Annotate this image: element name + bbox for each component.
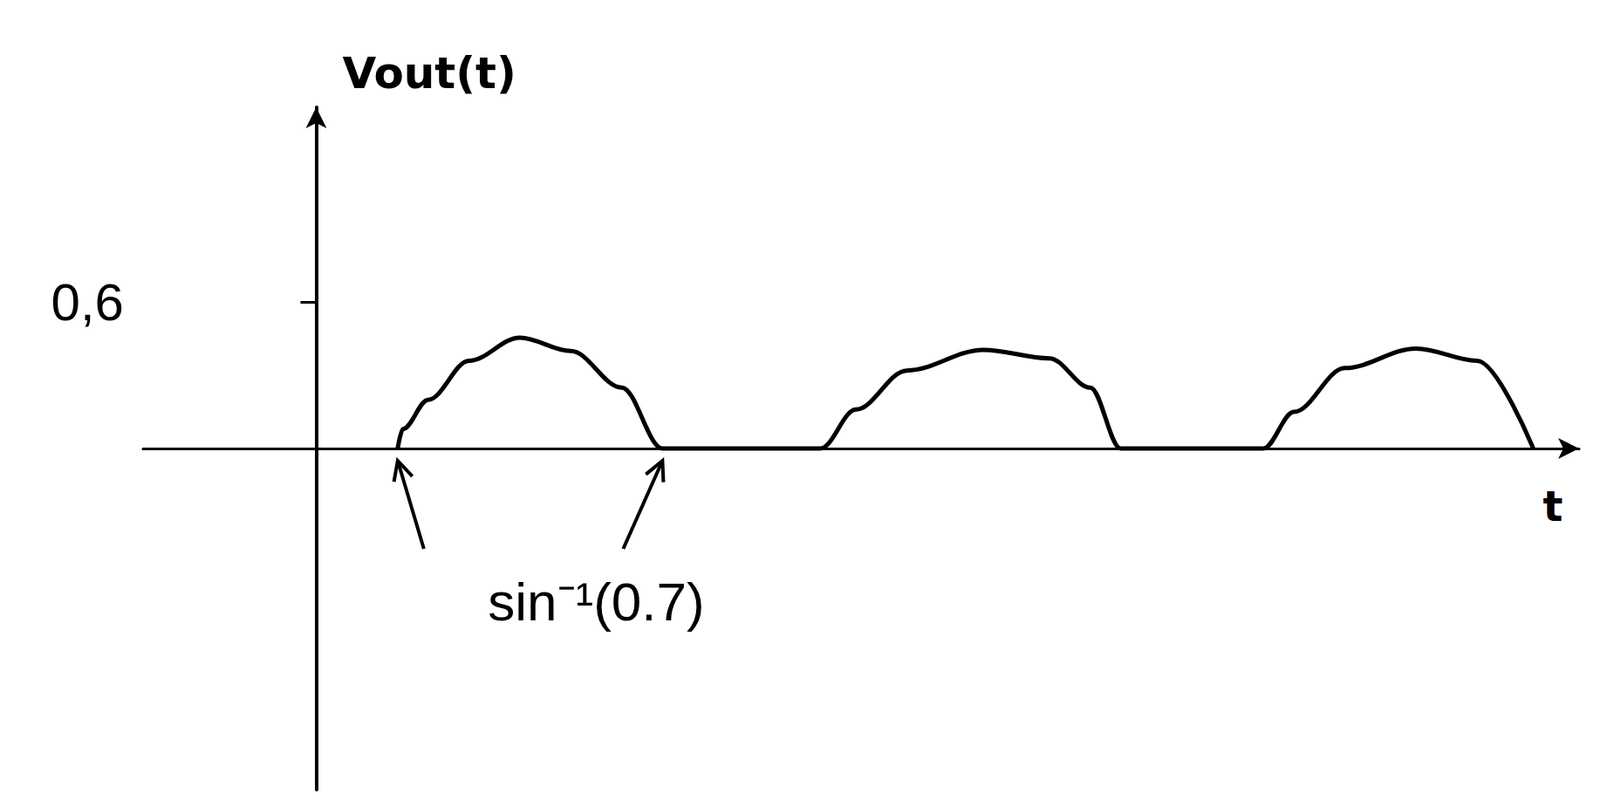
svg-text:t: t (1543, 481, 1564, 531)
svg-text:Vout(t): Vout(t) (341, 47, 516, 99)
svg-text:sin⁻¹(0.7): sin⁻¹(0.7) (487, 571, 705, 632)
svg-text:0,6: 0,6 (51, 273, 124, 332)
